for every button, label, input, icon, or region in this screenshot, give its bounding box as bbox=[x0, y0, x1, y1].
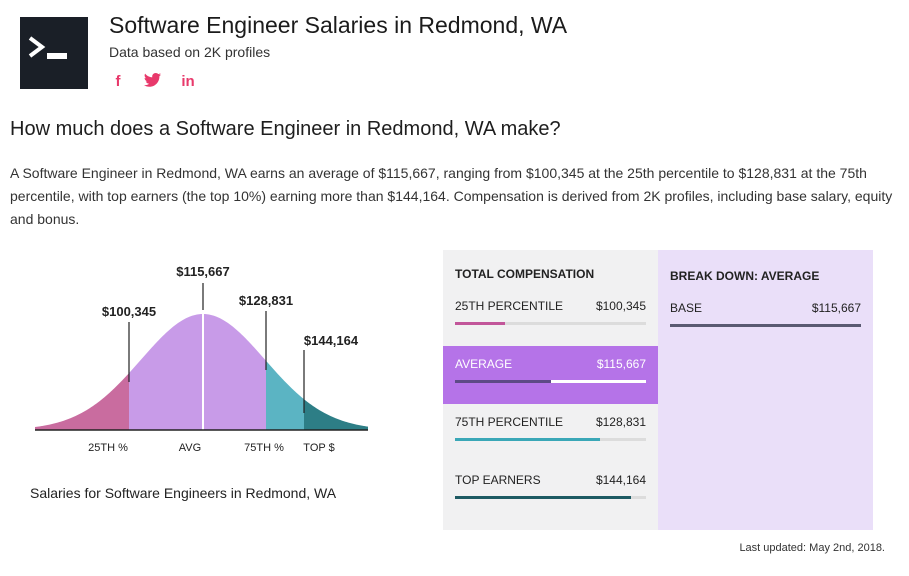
total-compensation-header: TOTAL COMPENSATION bbox=[455, 267, 595, 281]
breakdown-row[interactable]: BASE $115,667 bbox=[658, 290, 873, 348]
label-75th-value: $128,831 bbox=[239, 293, 293, 308]
axis-25th: 25TH % bbox=[88, 442, 128, 454]
salary-summary: A Software Engineer in Redmond, WA earns… bbox=[10, 165, 893, 227]
linkedin-icon[interactable]: in bbox=[181, 73, 195, 90]
compensation-row-value: $115,667 bbox=[596, 357, 646, 371]
segment-top bbox=[304, 399, 368, 430]
axis-75th: 75TH % bbox=[244, 442, 284, 454]
segment-25th bbox=[35, 373, 129, 430]
breakdown-panel: BREAK DOWN: AVERAGE BASE $115,667 bbox=[658, 250, 873, 530]
segment-avg bbox=[129, 314, 266, 430]
breakdown-row-value: $115,667 bbox=[811, 301, 861, 315]
page-subtitle: Data based on 2K profiles bbox=[109, 44, 271, 60]
compensation-row-label: 75TH PERCENTILE bbox=[455, 415, 564, 429]
salary-distribution-chart: $100,345 $115,667 $128,831 $144,164 25TH… bbox=[0, 250, 440, 480]
compensation-row[interactable]: 75TH PERCENTILE $128,831 bbox=[443, 404, 658, 462]
terminal-icon bbox=[28, 36, 67, 59]
breakdown-progress-fill bbox=[670, 324, 861, 327]
compensation-row[interactable]: AVERAGE $115,667 bbox=[443, 346, 658, 404]
compensation-progress-track bbox=[455, 496, 646, 499]
label-top-value: $144,164 bbox=[304, 333, 359, 348]
compensation-row-value: $144,164 bbox=[595, 473, 646, 487]
compensation-row-label: TOP EARNERS bbox=[455, 473, 541, 487]
axis-top: TOP $ bbox=[303, 442, 334, 454]
breakdown-header: BREAK DOWN: AVERAGE bbox=[670, 269, 820, 283]
compensation-row-label: 25TH PERCENTILE bbox=[455, 299, 564, 313]
compensation-row[interactable]: 25TH PERCENTILE $100,345 bbox=[443, 288, 658, 346]
breakdown-row-label: BASE bbox=[670, 301, 703, 315]
compensation-progress-track bbox=[455, 322, 646, 325]
twitter-icon[interactable] bbox=[143, 72, 163, 92]
compensation-progress-fill bbox=[455, 322, 505, 325]
compensation-progress-fill bbox=[455, 380, 551, 383]
segment-75th bbox=[266, 360, 304, 430]
section-heading: How much does a Software Engineer in Red… bbox=[10, 118, 561, 140]
axis-avg: AVG bbox=[179, 442, 201, 454]
compensation-progress-fill bbox=[455, 438, 601, 441]
compensation-row-label: AVERAGE bbox=[455, 357, 513, 371]
chart-caption: Salaries for Software Engineers in Redmo… bbox=[30, 485, 337, 501]
compensation-progress-track bbox=[455, 438, 646, 441]
compensation-row-value: $100,345 bbox=[595, 299, 646, 313]
compensation-progress-track bbox=[455, 380, 646, 383]
total-compensation-panel: TOTAL COMPENSATION 25TH PERCENTILE $100,3… bbox=[443, 250, 658, 530]
site-logo[interactable] bbox=[20, 17, 88, 89]
compensation-row-value: $128,831 bbox=[595, 415, 646, 429]
social-links: f in bbox=[108, 72, 213, 92]
facebook-icon[interactable]: f bbox=[115, 73, 121, 90]
compensation-row[interactable]: TOP EARNERS $144,164 bbox=[443, 462, 658, 520]
last-updated: Last updated: May 2nd, 2018. bbox=[739, 542, 885, 554]
compensation-progress-fill bbox=[455, 496, 631, 499]
breakdown-progress-track bbox=[670, 324, 861, 327]
page-title: Software Engineer Salaries in Redmond, W… bbox=[109, 12, 568, 38]
label-avg-value: $115,667 bbox=[176, 264, 230, 279]
label-25th-value: $100,345 bbox=[102, 304, 156, 319]
